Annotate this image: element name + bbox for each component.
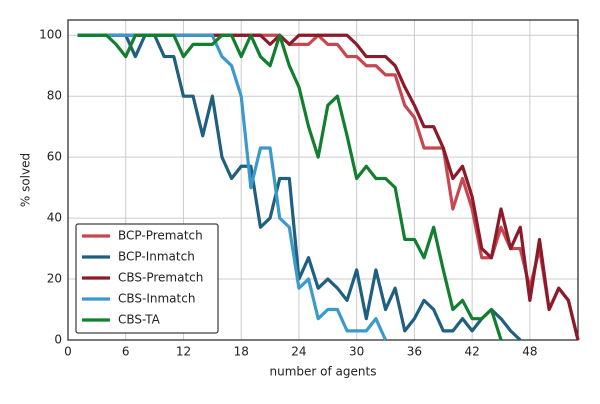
x-tick-label: 42 bbox=[465, 345, 480, 359]
y-tick-label: 80 bbox=[47, 89, 62, 103]
series-line bbox=[77, 33, 503, 341]
x-tick-label: 30 bbox=[349, 345, 364, 359]
series-line bbox=[77, 33, 388, 341]
y-tick-label: 60 bbox=[47, 150, 62, 164]
x-tick-label: 24 bbox=[291, 345, 306, 359]
legend-label: BCP-Inmatch bbox=[118, 250, 195, 264]
y-tick-label: 20 bbox=[47, 272, 62, 286]
y-axis-label: % solved bbox=[19, 153, 33, 207]
legend-label: CBS-TA bbox=[118, 313, 161, 327]
x-tick-label: 6 bbox=[122, 345, 130, 359]
x-axis-label: number of agents bbox=[270, 365, 377, 379]
legend-label: CBS-Inmatch bbox=[118, 292, 195, 306]
x-tick-label: 12 bbox=[176, 345, 191, 359]
x-tick-label: 48 bbox=[522, 345, 537, 359]
y-tick-label: 100 bbox=[39, 28, 62, 42]
plot-frame bbox=[67, 19, 579, 341]
y-tick-label: 40 bbox=[47, 211, 62, 225]
y-tick-label: 0 bbox=[54, 333, 62, 347]
legend-label: CBS-Prematch bbox=[118, 271, 203, 285]
x-tick-label: 0 bbox=[64, 345, 72, 359]
legend-label: BCP-Prematch bbox=[118, 229, 203, 243]
x-tick-label: 36 bbox=[407, 345, 422, 359]
legend-box bbox=[75, 223, 219, 334]
x-tick-label: 18 bbox=[234, 345, 249, 359]
